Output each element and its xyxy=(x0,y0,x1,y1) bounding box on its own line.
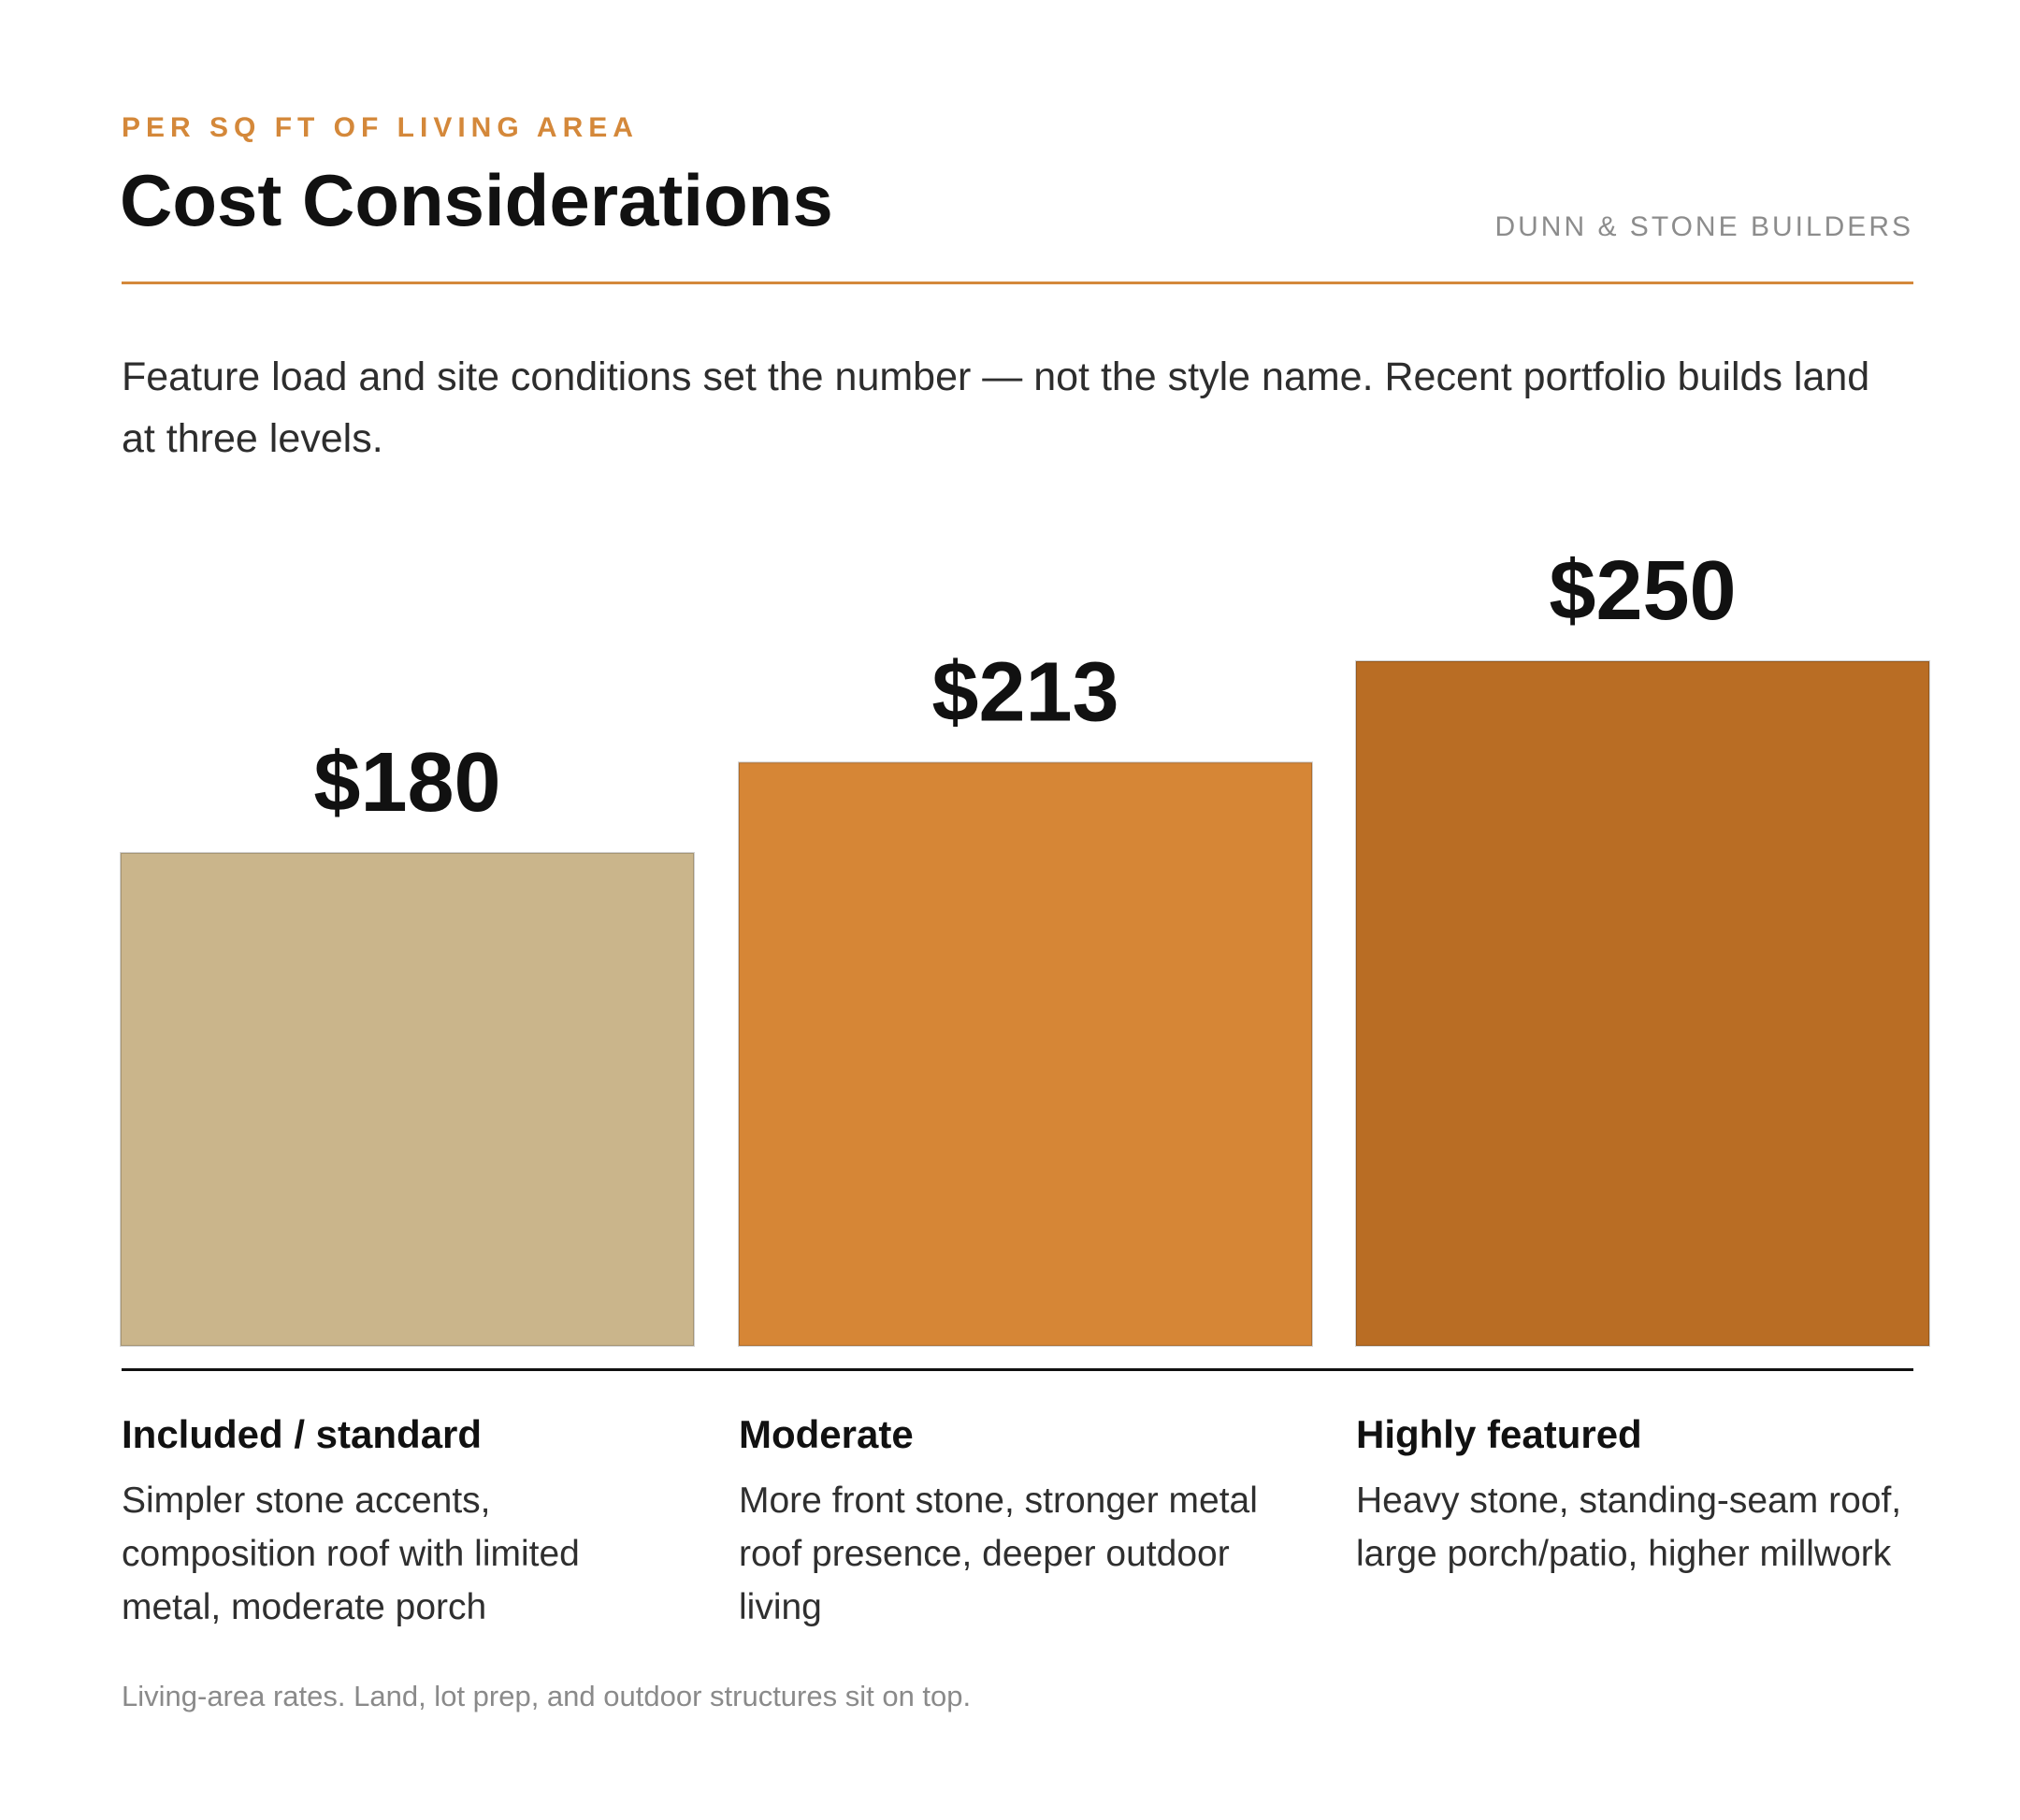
tier-moderate: Moderate More front stone, stronger meta… xyxy=(739,1412,1300,1634)
bar-highly-featured xyxy=(1355,660,1930,1347)
tier-moderate-description: More front stone, stronger metal roof pr… xyxy=(739,1481,1258,1627)
header-divider xyxy=(122,282,1913,284)
tier-standard-label: Included / standard xyxy=(122,1412,483,1456)
tier-moderate-label: Moderate xyxy=(739,1412,914,1456)
page-title: Cost Considerations xyxy=(120,159,833,241)
cost-bar-chart: $180 $213 $250 xyxy=(120,544,1930,1347)
bar-value-label-moderate: $213 xyxy=(931,645,1118,739)
tier-highly-featured-description: Heavy stone, standing-seam roof, large p… xyxy=(1356,1481,1902,1574)
chart-baseline xyxy=(122,1368,1913,1371)
tier-standard-description: Simpler stone accents, composition roof … xyxy=(122,1481,580,1627)
tier-highly-featured: Highly featured Heavy stone, standing-se… xyxy=(1356,1412,1917,1581)
bar-moderate xyxy=(738,761,1313,1347)
brand-name: DUNN & STONE BUILDERS xyxy=(1494,211,1913,242)
tier-highly-featured-label: Highly featured xyxy=(1356,1412,1642,1456)
lede-text: Feature load and site conditions set the… xyxy=(122,354,1870,461)
eyebrow-label: PER SQ FT OF LIVING AREA xyxy=(122,112,639,143)
bar-value-label-standard: $180 xyxy=(313,736,500,830)
bar-value-label-highly-featured: $250 xyxy=(1549,544,1736,638)
tier-standard: Included / standard Simpler stone accent… xyxy=(122,1412,683,1634)
bars-group: $180 $213 $250 xyxy=(120,544,1930,1347)
footnote: Living-area rates. Land, lot prep, and o… xyxy=(122,1680,972,1712)
bar-standard xyxy=(120,851,695,1347)
